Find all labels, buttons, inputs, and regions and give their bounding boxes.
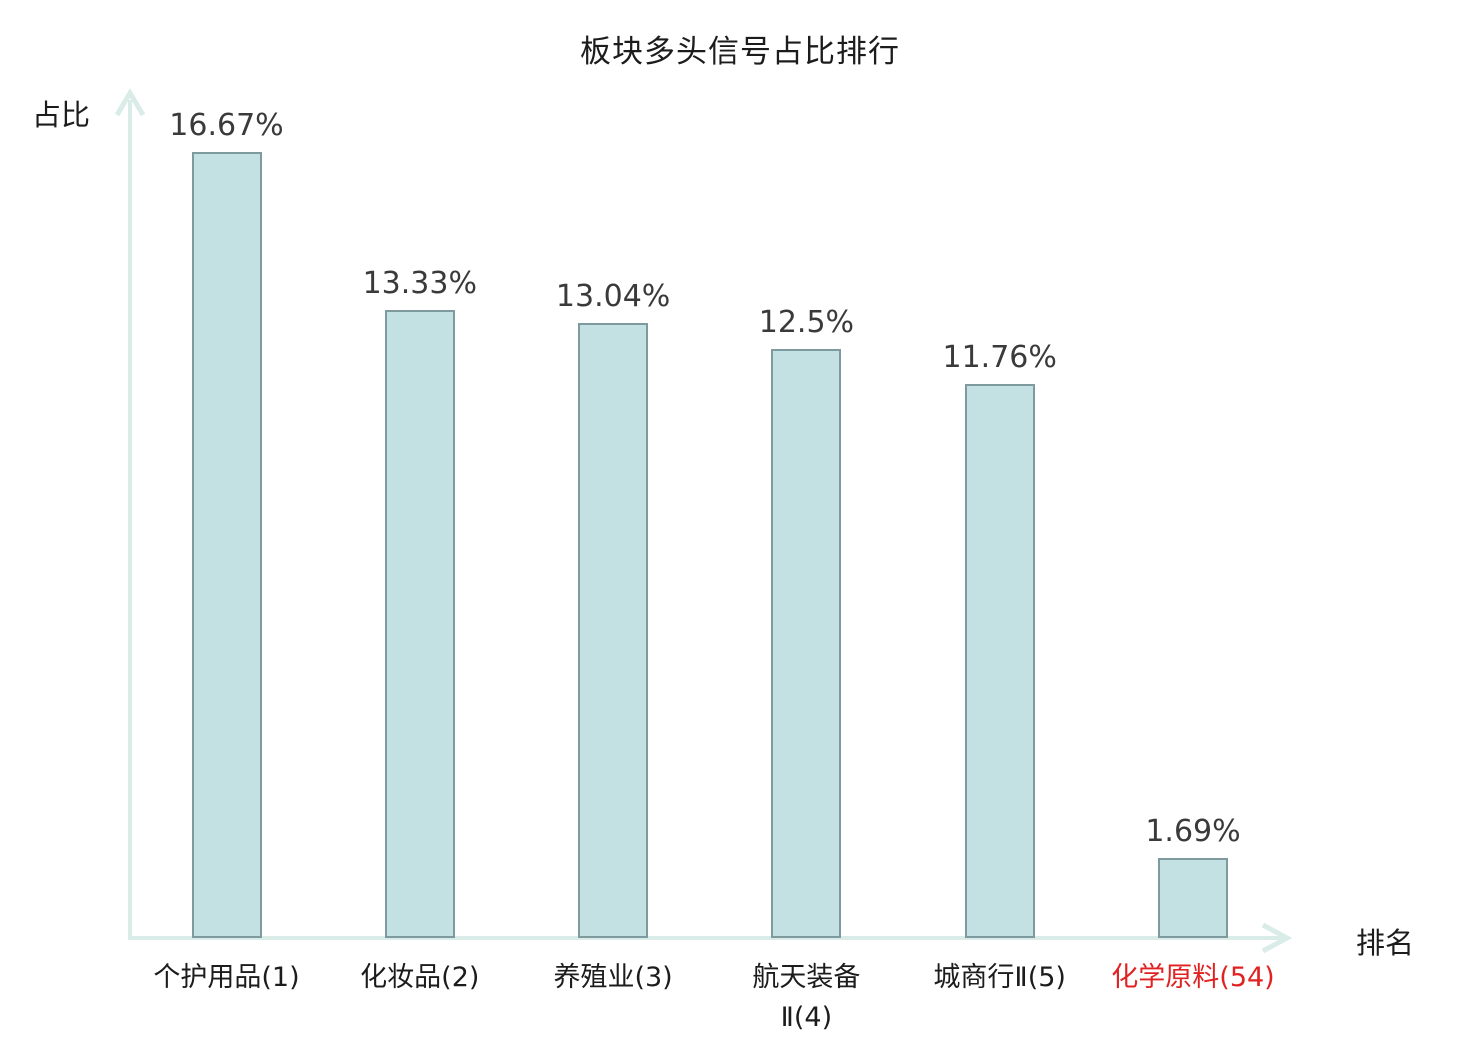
bar-column: 13.33%: [320, 265, 520, 938]
bar: [771, 348, 842, 938]
category-label: 养殖业(3): [553, 962, 673, 993]
x-axis-label: 排名: [1356, 926, 1415, 960]
bar-value-label: 13.04%: [555, 279, 671, 315]
category-label: 化学原料(54): [1111, 962, 1275, 993]
bar-column: 13.04%: [513, 279, 713, 938]
bar-column: 16.67%: [127, 108, 327, 938]
category-label: 个护用品(1): [153, 962, 300, 993]
bar: [191, 152, 262, 938]
y-axis-arrow-icon: [114, 88, 146, 117]
category-label: 航天装备 Ⅱ(4): [752, 962, 861, 1033]
bar: [1158, 858, 1228, 938]
bar-value-label: 16.67%: [169, 108, 284, 144]
bar-column: 1.69%: [1093, 814, 1293, 938]
chart-title: 板块多头信号占比排行: [580, 34, 900, 70]
bar-column: 12.5%: [706, 305, 906, 938]
bar-value-label: 1.69%: [1145, 814, 1241, 850]
x-axis-arrow-icon: [1261, 922, 1293, 954]
bar: [964, 383, 1035, 938]
bar-value-label: 11.76%: [942, 339, 1057, 375]
category-label: 城商行Ⅱ(5): [933, 962, 1066, 993]
bar: [384, 309, 455, 938]
bar-column: 11.76%: [900, 340, 1100, 938]
bar-value-label: 13.33%: [362, 265, 477, 301]
category-label: 化妆品(2): [360, 962, 480, 993]
y-axis-label: 占比: [32, 98, 91, 132]
bar-value-label: 12.5%: [758, 304, 855, 340]
bar: [578, 323, 649, 938]
